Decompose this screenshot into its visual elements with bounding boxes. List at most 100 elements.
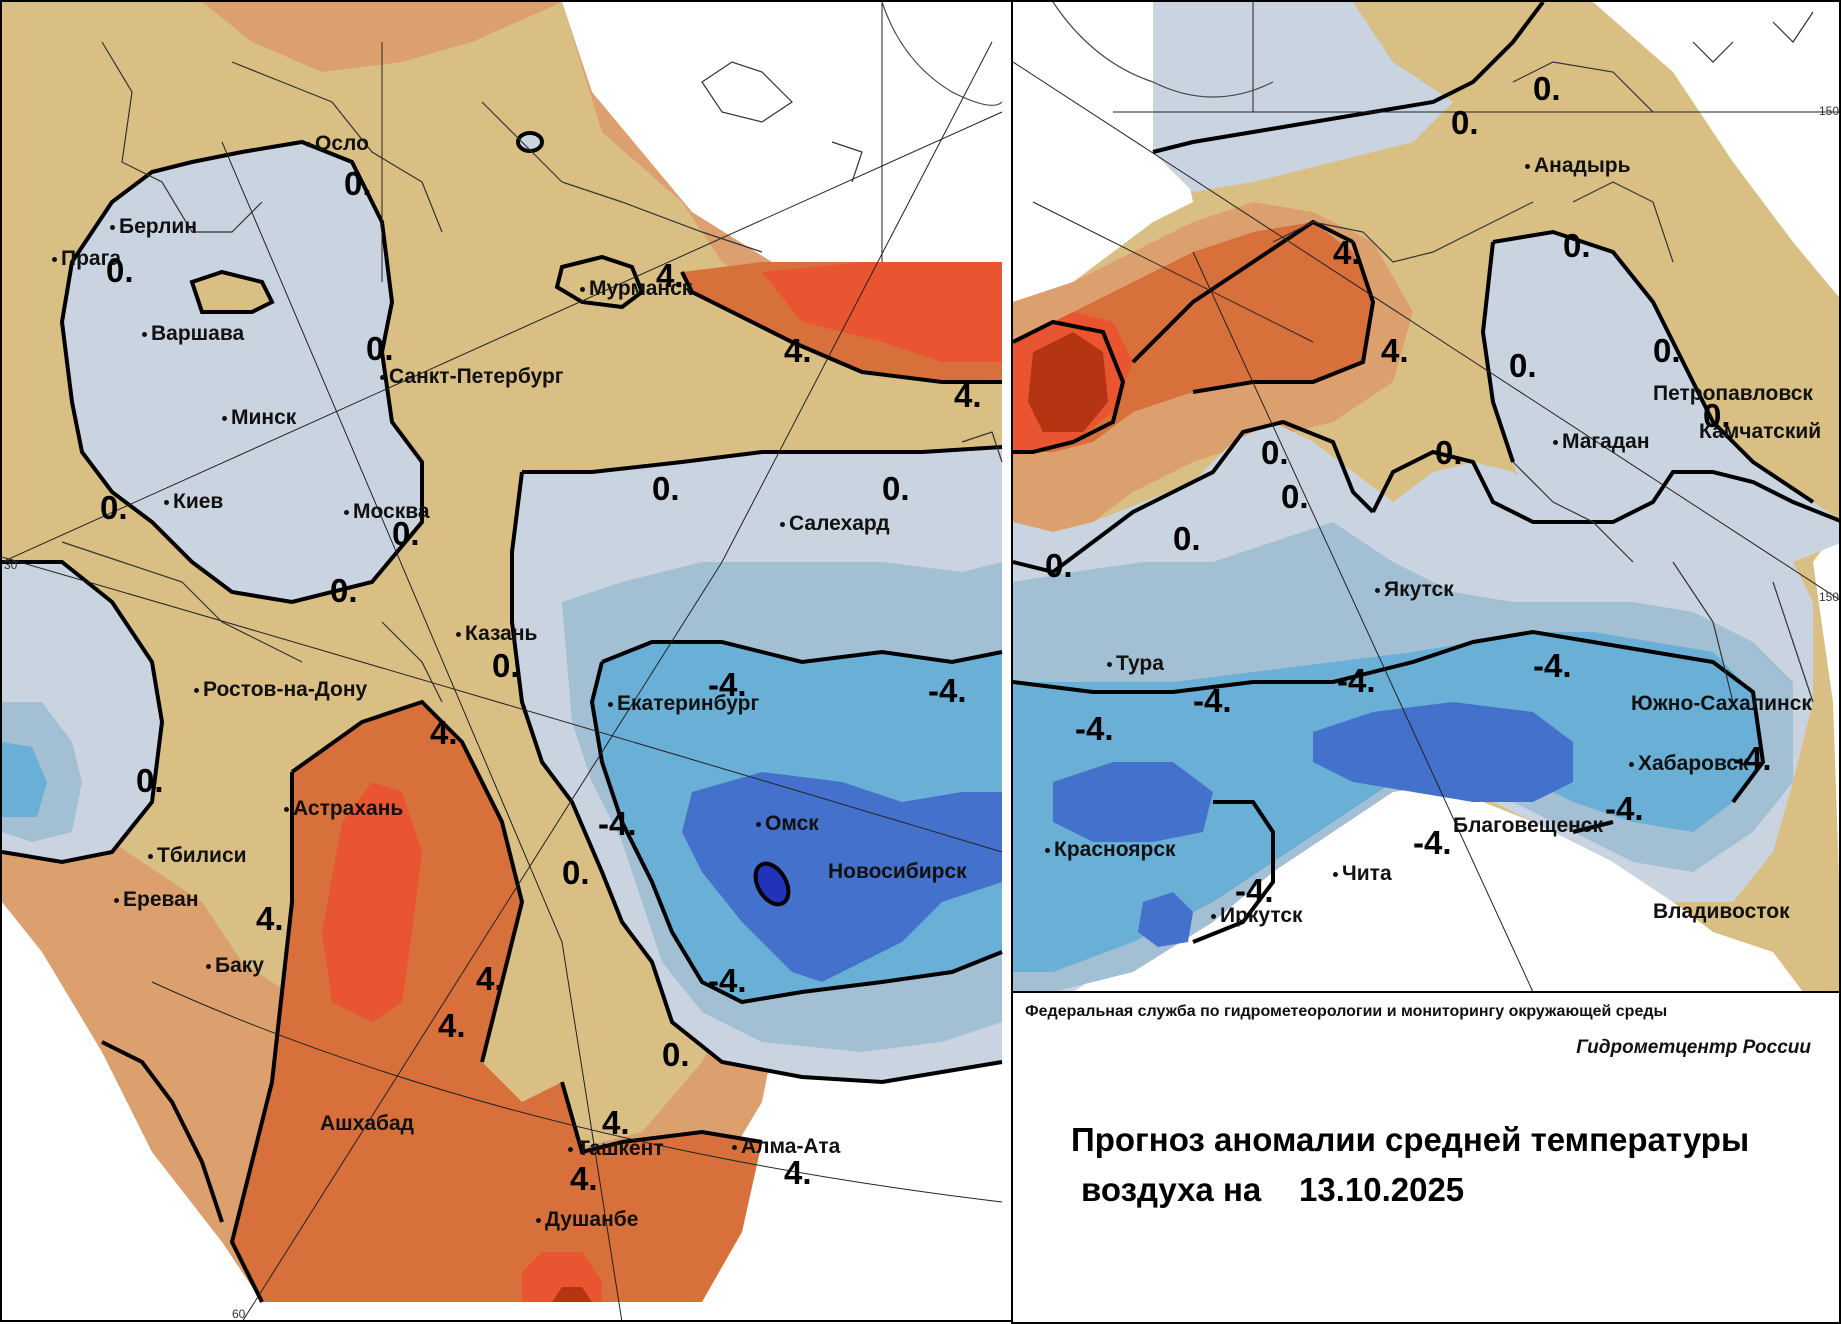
city-dushanbe: Душанбе <box>536 1208 638 1232</box>
city-oslo: Осло <box>306 132 369 156</box>
city-rostov: Ростов-на-Дону <box>194 678 367 702</box>
iso-label: 0. <box>1509 347 1537 384</box>
city-st-petersburg: Санкт-Петербург <box>380 365 564 389</box>
iso-label: -4. <box>1337 662 1376 699</box>
coastlines <box>1272 11 1814 703</box>
iso-label: 0. <box>1435 434 1463 471</box>
iso-label: -4. <box>928 672 967 709</box>
map-title-line2: воздуха на <box>1081 1171 1262 1208</box>
city-yekaterinburg: Екатеринбург <box>608 692 759 716</box>
iso-label: 0. <box>662 1036 690 1073</box>
city-baku: Баку <box>206 954 264 978</box>
tick-lon-150-a: 150 <box>1819 104 1840 118</box>
city-astrakhan: Астрахань <box>284 797 403 821</box>
city-berlin: Берлин <box>110 215 197 239</box>
city-krasnoyarsk: Красноярск <box>1045 838 1176 862</box>
city-salekhard: Салехард <box>780 512 890 536</box>
iso-label: 4. <box>430 714 458 751</box>
iso-label: 0. <box>1653 332 1681 369</box>
city-kazan: Казань <box>456 622 537 646</box>
iso-label: 4. <box>1381 332 1409 369</box>
iso-label: -4. <box>1533 647 1572 684</box>
iso-label: 0. <box>1173 520 1201 557</box>
city-khabarovsk: Хабаровск <box>1629 752 1749 776</box>
city-minsk: Минск <box>222 406 296 430</box>
isoline-small-ellipse <box>516 131 544 153</box>
iso-label: 0. <box>1261 434 1289 471</box>
iso-label: 4. <box>656 257 684 294</box>
warm-region-hot <box>762 262 1002 362</box>
city-magadan: Магадан <box>1553 430 1650 454</box>
iso-label: 0. <box>882 470 910 507</box>
city-moscow: Москва <box>344 500 430 524</box>
iso-label: 0. <box>1045 547 1073 584</box>
iso-label: 0. <box>392 515 420 552</box>
city-ashgabat: Ашхабад <box>320 1112 415 1135</box>
city-irkutsk: Иркутск <box>1211 904 1303 928</box>
warm-region-south-hot <box>322 782 422 1022</box>
iso-label: -4. <box>1733 740 1772 777</box>
isolines <box>2 139 1003 1303</box>
iso-label: 0. <box>1563 227 1591 264</box>
right-map-svg <box>1013 2 1839 992</box>
city-yuzhno-sakhalinsk: Южно-Сахалинск <box>1631 692 1812 715</box>
iso-label: 4. <box>256 900 284 937</box>
cool-region-3 <box>1013 632 1763 972</box>
iso-label: 4. <box>570 1160 598 1197</box>
iso-label: 0. <box>1703 397 1731 434</box>
cool-region-4c <box>1138 892 1193 947</box>
city-almaty: Алма-Ата <box>732 1135 840 1159</box>
iso-label: -4. <box>708 962 747 999</box>
graticule <box>2 2 1003 1320</box>
right-map-panel: 150 150 Анадырь Петропавловск Камчатский… <box>1011 0 1841 1324</box>
left-map-panel: 30 60 Осло Берлин Прага Варшава Санкт-Пе… <box>0 0 1013 1322</box>
city-petropavlovsk: Петропавловск <box>1653 382 1813 405</box>
iso-label: 4. <box>602 1104 630 1141</box>
iso-label: 4. <box>476 960 504 997</box>
cool-region-west <box>62 142 422 602</box>
city-tbilisi: Тбилиси <box>148 844 247 868</box>
iso-label: 0. <box>562 854 590 891</box>
iso-label: 0. <box>1281 478 1309 515</box>
city-murmansk: Мурманск <box>580 277 692 301</box>
cool-region-east-4 <box>682 772 1002 982</box>
iso-label: 0. <box>100 489 128 526</box>
iso-label: 0. <box>492 647 520 684</box>
arc-outline <box>881 2 1003 106</box>
iso-label: 4. <box>784 1154 812 1191</box>
graticule <box>1013 2 1839 992</box>
iso-label: -4. <box>708 666 747 703</box>
forecast-date: 13.10.2025 <box>1299 1171 1465 1208</box>
city-yakutsk: Якутск <box>1375 578 1454 602</box>
iso-label: 4. <box>1333 234 1361 271</box>
city-novosibirsk: Новосибирск <box>828 860 967 883</box>
isolines <box>1013 2 1839 944</box>
city-prague: Прага <box>52 247 121 271</box>
iso-label: 0. <box>330 572 358 609</box>
iso-label: 0. <box>1533 70 1561 107</box>
iso-label: -4. <box>1605 790 1644 827</box>
iso-label: 0. <box>1451 104 1479 141</box>
city-tura: Тура <box>1107 652 1164 676</box>
city-blagoveshchensk: Благовещенск <box>1453 814 1603 837</box>
iso-label: -4. <box>1075 710 1114 747</box>
iso-label: -4. <box>1193 682 1232 719</box>
iso-label: -4. <box>1413 824 1452 861</box>
city-omsk: Омск <box>756 812 819 836</box>
legend-box: Федеральная служба по гидрометеорологии … <box>1013 991 1839 1322</box>
city-kamchatsky: Камчатский <box>1699 420 1822 443</box>
arc-outline <box>1052 2 1274 98</box>
coastlines <box>61 41 1003 703</box>
city-warsaw: Варшава <box>142 322 244 346</box>
left-map-svg <box>2 2 1011 1320</box>
tick-lon-60: 60 <box>232 1307 246 1321</box>
iso-label: 0. <box>344 165 372 202</box>
iso-label: 0. <box>652 470 680 507</box>
iso-label: 4. <box>784 332 812 369</box>
cool-region-north <box>1153 2 1453 192</box>
iso-label: -4. <box>1235 872 1274 909</box>
iso-label: -4. <box>598 805 637 842</box>
cool-region-caspian-west-3 <box>2 742 47 817</box>
agency-name: Федеральная служба по гидрометеорологии … <box>1025 1003 1668 1020</box>
iso-label: 4. <box>954 377 982 414</box>
